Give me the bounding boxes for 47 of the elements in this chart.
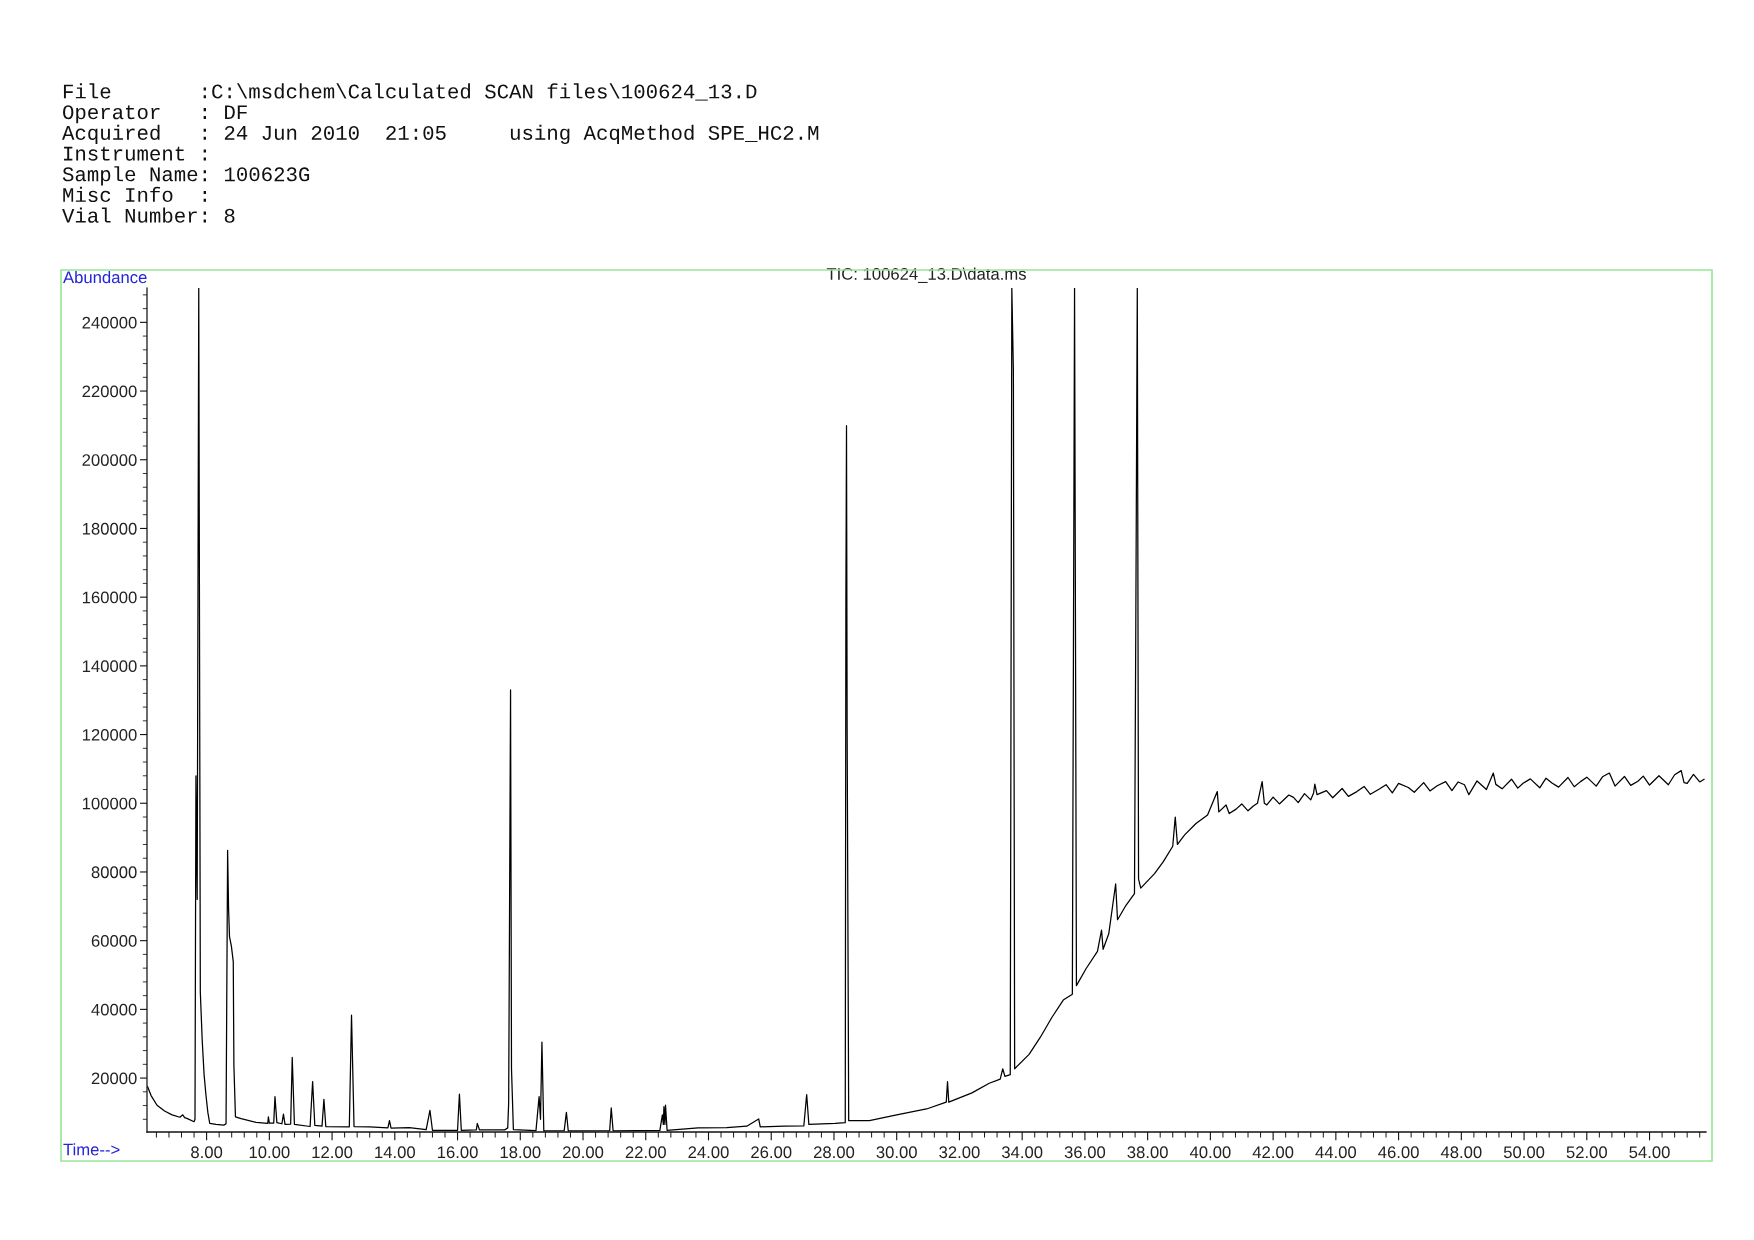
x-tick-label: 34.00 [1001, 1146, 1043, 1159]
text: Vial Number: 8 [62, 207, 235, 223]
y-tick-label: 200000 [82, 454, 137, 466]
y-tick-label: 220000 [82, 385, 137, 398]
text: Sample Name: 100623G [62, 166, 310, 186]
x-tick-label: 32.00 [939, 1146, 980, 1159]
x-tick-label: 42.00 [1252, 1146, 1294, 1159]
x-tick-label: 54.00 [1629, 1146, 1670, 1159]
x-tick-label: 12.00 [312, 1146, 353, 1159]
y-tick-label: 120000 [82, 728, 137, 741]
x-axis-title: Time--> [63, 1143, 120, 1156]
y-tick-label: 180000 [82, 522, 137, 535]
x-tick-label: 14.00 [375, 1146, 416, 1159]
text: Instrument : [64, 146, 206, 161]
x-tick-label: 8.00 [191, 1146, 223, 1159]
text: File :C:\msdchem\Calculated SCAN files\100624_13.D [63, 83, 757, 101]
x-tick-label: 10.00 [249, 1146, 290, 1159]
y-tick-label: 40000 [91, 1003, 137, 1016]
x-tick-label: 20.00 [563, 1146, 604, 1159]
x-tick-label: 22.00 [625, 1146, 666, 1159]
x-tick-label: 50.00 [1503, 1146, 1545, 1159]
x-tick-label: 44.00 [1315, 1146, 1357, 1159]
y-tick-label: 140000 [82, 660, 137, 673]
x-tick-label: 30.00 [876, 1146, 917, 1159]
y-tick-label: 60000 [91, 935, 137, 947]
x-tick-label: 38.00 [1127, 1146, 1168, 1159]
text: Operator : DF [63, 105, 247, 124]
y-tick-label: 100000 [82, 797, 137, 810]
y-tick-label: 20000 [91, 1072, 137, 1085]
x-tick-label: 26.00 [751, 1146, 792, 1159]
x-tick-label: 16.00 [437, 1146, 478, 1159]
x-tick-label: 36.00 [1064, 1146, 1106, 1159]
x-tick-label: 52.00 [1566, 1146, 1607, 1159]
text: Acquired : 24 Jun 2010 21:05 using AcqMethod SPE_HC2.M [62, 124, 819, 145]
y-tick-label: 240000 [82, 316, 137, 329]
x-tick-label: 46.00 [1378, 1146, 1419, 1159]
y-tick-label: 160000 [82, 591, 137, 604]
x-tick-label: 18.00 [500, 1146, 541, 1159]
x-tick-label: 24.00 [688, 1146, 729, 1159]
y-axis-title: Abundance [63, 271, 147, 284]
chart-title: TIC: 100624_13.D\data.ms [826, 267, 1026, 283]
text: Misc Info : [63, 186, 206, 203]
line-series [147, 288, 1705, 1132]
x-tick-label: 40.00 [1189, 1146, 1231, 1159]
x-tick-label: 28.00 [813, 1146, 855, 1159]
x-tick-label: 48.00 [1440, 1146, 1482, 1159]
y-tick-label: 80000 [91, 866, 137, 879]
